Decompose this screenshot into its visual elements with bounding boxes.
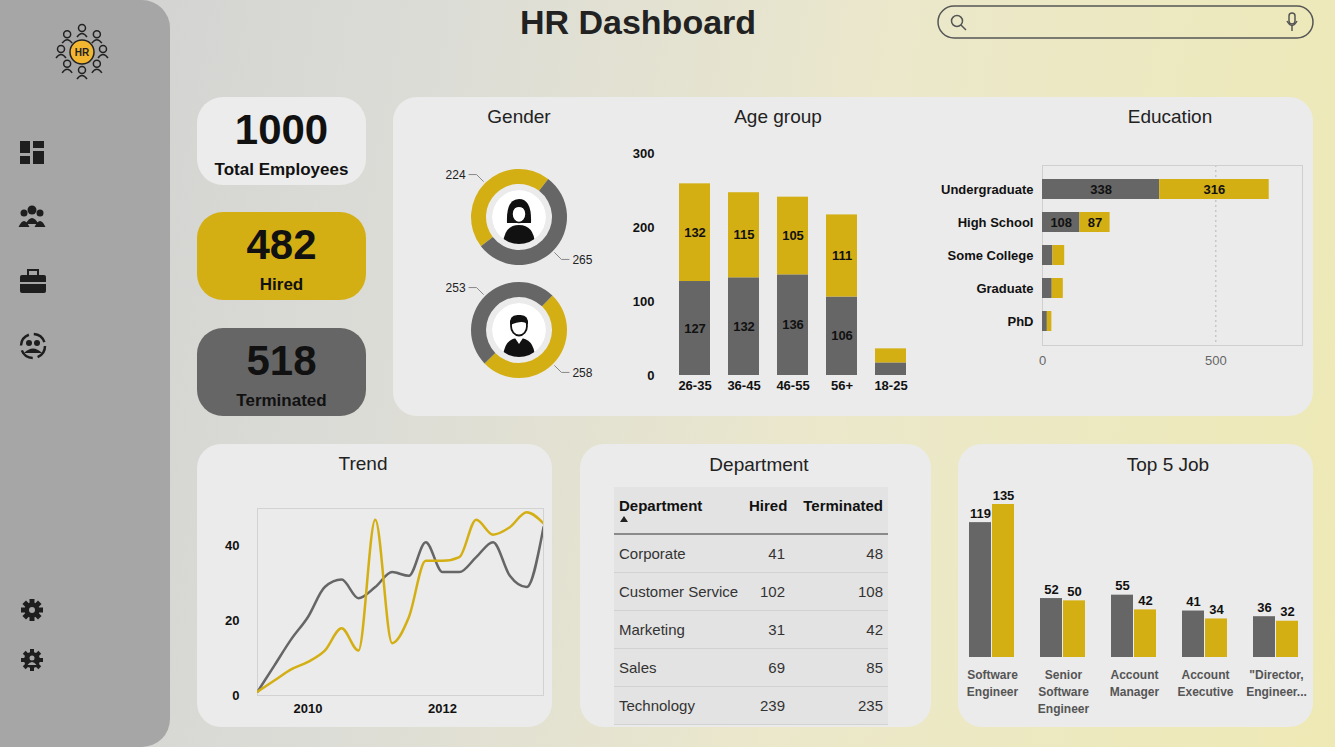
svg-text:40: 40 bbox=[225, 538, 239, 553]
svg-text:Graduate: Graduate bbox=[976, 281, 1033, 296]
svg-text:265: 265 bbox=[572, 253, 592, 267]
html-text:1000: 1000 bbox=[234, 106, 329, 153]
svg-text:52: 52 bbox=[1044, 582, 1058, 597]
svg-text:AccountManager: AccountManager bbox=[1110, 668, 1160, 699]
svg-text:0: 0 bbox=[232, 688, 239, 703]
svg-text:87: 87 bbox=[1088, 215, 1102, 230]
html-text:Hired: Hired bbox=[749, 497, 788, 514]
svg-text:108: 108 bbox=[1050, 215, 1072, 230]
svg-text:20: 20 bbox=[225, 613, 239, 628]
html-text:235: 235 bbox=[858, 697, 883, 714]
svg-text:55: 55 bbox=[1115, 578, 1129, 593]
svg-text:500: 500 bbox=[1205, 353, 1227, 368]
html-text:Sales: Sales bbox=[619, 659, 657, 676]
svg-text:132: 132 bbox=[733, 319, 755, 334]
svg-text:338: 338 bbox=[1090, 182, 1112, 197]
svg-text:2012: 2012 bbox=[428, 701, 457, 716]
svg-text:41: 41 bbox=[1186, 594, 1200, 609]
html-text:Hired: Hired bbox=[259, 275, 304, 294]
html-text:Terminated: Terminated bbox=[236, 391, 327, 410]
html-text:Total Employees: Total Employees bbox=[214, 160, 349, 179]
html-text:48: 48 bbox=[866, 545, 883, 562]
html-text:Customer Service: Customer Service bbox=[619, 583, 739, 600]
html-text:Top 5 Job: Top 5 Job bbox=[1126, 454, 1210, 475]
svg-text:100: 100 bbox=[633, 294, 655, 309]
svg-text:200: 200 bbox=[633, 220, 655, 235]
svg-text:26-35: 26-35 bbox=[678, 378, 711, 393]
svg-text:18-25: 18-25 bbox=[874, 378, 907, 393]
html-text:31: 31 bbox=[768, 621, 785, 638]
html-text:Department: Department bbox=[709, 454, 809, 475]
svg-text:AccountExecutive: AccountExecutive bbox=[1177, 668, 1233, 699]
svg-text:32: 32 bbox=[1280, 604, 1294, 619]
html-text:239: 239 bbox=[760, 697, 785, 714]
svg-text:SoftwareEngineer: SoftwareEngineer bbox=[967, 668, 1019, 699]
svg-text:PhD: PhD bbox=[1008, 314, 1034, 329]
html-text:Marketing: Marketing bbox=[619, 621, 685, 638]
svg-text:2010: 2010 bbox=[294, 701, 323, 716]
svg-text:136: 136 bbox=[782, 317, 804, 332]
svg-text:0: 0 bbox=[647, 368, 654, 383]
svg-text:0: 0 bbox=[1039, 353, 1046, 368]
svg-text:Some College: Some College bbox=[948, 248, 1034, 263]
svg-text:Undergraduate: Undergraduate bbox=[941, 182, 1033, 197]
html-text:108: 108 bbox=[858, 583, 883, 600]
svg-text:300: 300 bbox=[633, 146, 655, 161]
svg-text:42: 42 bbox=[1138, 593, 1152, 608]
html-text:Education: Education bbox=[1127, 106, 1213, 127]
html-text:69: 69 bbox=[768, 659, 785, 676]
svg-text:253: 253 bbox=[446, 281, 466, 295]
html-text:102: 102 bbox=[760, 583, 785, 600]
svg-text:36: 36 bbox=[1257, 600, 1271, 615]
svg-text:127: 127 bbox=[684, 321, 706, 336]
html-text:Age group: Age group bbox=[734, 106, 822, 127]
svg-text:High School: High School bbox=[958, 215, 1034, 230]
svg-text:56+: 56+ bbox=[831, 378, 853, 393]
svg-text:119: 119 bbox=[970, 506, 991, 521]
svg-text:HR: HR bbox=[75, 47, 90, 58]
svg-text:34: 34 bbox=[1209, 602, 1224, 617]
svg-text:36-45: 36-45 bbox=[727, 378, 760, 393]
svg-text:258: 258 bbox=[572, 366, 592, 380]
svg-text:SeniorSoftwareEngineer: SeniorSoftwareEngineer bbox=[1038, 668, 1090, 716]
svg-text:46-55: 46-55 bbox=[776, 378, 809, 393]
html-text:42: 42 bbox=[866, 621, 883, 638]
svg-text:135: 135 bbox=[993, 488, 1015, 503]
html-text:518: 518 bbox=[246, 337, 317, 384]
html-text:Gender: Gender bbox=[487, 106, 551, 127]
svg-text:105: 105 bbox=[782, 228, 804, 243]
html-text:Trend: Trend bbox=[338, 453, 388, 474]
html-text:Department: Department bbox=[619, 497, 703, 514]
html-text:Corporate: Corporate bbox=[619, 545, 686, 562]
svg-text:132: 132 bbox=[684, 225, 706, 240]
html-text:Technology: Technology bbox=[619, 697, 695, 714]
html-text:41: 41 bbox=[768, 545, 785, 562]
svg-text:111: 111 bbox=[832, 248, 852, 263]
html-text:482: 482 bbox=[246, 221, 317, 268]
svg-text:115: 115 bbox=[734, 227, 755, 242]
svg-text:50: 50 bbox=[1067, 584, 1081, 599]
svg-text:224: 224 bbox=[446, 168, 466, 182]
html-text:85: 85 bbox=[866, 659, 883, 676]
html-text:Terminated: Terminated bbox=[803, 497, 883, 514]
svg-text:"Director,Engineer...: "Director,Engineer... bbox=[1246, 668, 1307, 699]
svg-text:106: 106 bbox=[831, 328, 853, 343]
html-text:HR Dashboard: HR Dashboard bbox=[519, 3, 757, 41]
svg-text:316: 316 bbox=[1204, 182, 1226, 197]
